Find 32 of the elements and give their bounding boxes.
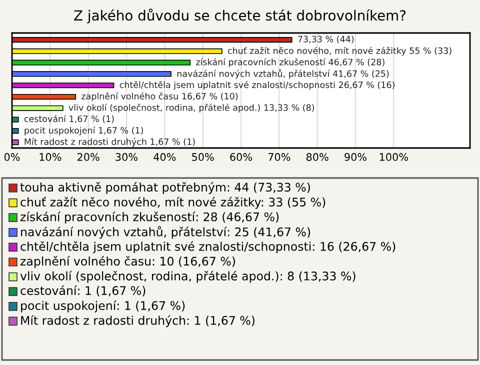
- data-label: 73,33 % (44): [298, 36, 354, 44]
- data-label: získání pracovních zkušeností 46,67 % (28): [196, 58, 384, 68]
- x-tick-label: 40%: [154, 153, 176, 161]
- data-label: navázání nových vztahů, přátelství 41,67 % (25): [177, 69, 389, 79]
- text: chtěl/chtěla jsem uplatnit své znalosti/schopnosti: 16 (26,67 %): [20, 241, 396, 254]
- text: touha aktivně pomáhat potřebným: 44 (73,33 %): [20, 182, 310, 194]
- x-tick-label: 80%: [306, 153, 328, 161]
- text: cestování: 1 (1,67 %): [20, 285, 146, 296]
- data-label: Mít radost z radosti druhých 1,67 % (1): [24, 138, 195, 147]
- data-label: zaplnění volného času 16,67 % (10): [82, 92, 238, 102]
- chart-title: Z jakého důvodu se chcete stát dobrovolníkem?: [74, 8, 406, 24]
- text: chuť zažít něco nového, mít nové zážitky: 33 (55 %): [20, 196, 326, 209]
- x-tick-label: 0%: [4, 153, 20, 161]
- x-tick-label: 50%: [192, 153, 214, 161]
- x-tick-label: 90%: [344, 153, 366, 161]
- data-label: cestování 1,67 % (1): [24, 114, 114, 124]
- text: navázání nových vztahů, přátelství: 25 (41,67 %): [21, 226, 310, 239]
- data-label: chuť zažít něco nového, mít nové zážitky 55 % (33): [228, 46, 452, 56]
- text: zaplnění volného času: 10 (16,67 %): [20, 256, 235, 268]
- text: vliv okolí (společnost, rodina, přátelé apod.): 8 (13,33 %): [20, 270, 356, 283]
- data-label: chtěl/chtěla jsem uplatnit své znalosti/schopnosti 26,67 % (16): [120, 80, 394, 90]
- x-tick-label: 60%: [230, 153, 252, 161]
- data-label: vliv okolí (společnost, rodina, přátelé apod.) 13,33 % (8): [68, 104, 314, 113]
- data-label: pocit uspokojení 1,67 % (1): [24, 126, 143, 136]
- x-tick-label: 30%: [116, 153, 138, 161]
- x-tick-label: 10%: [40, 153, 62, 161]
- x-tick-label: 100%: [380, 153, 408, 161]
- x-tick-label: 20%: [78, 153, 100, 161]
- x-tick-label: 70%: [268, 153, 290, 161]
- text: Mít radost z radosti druhých: 1 (1,67 %): [21, 315, 254, 328]
- text: získání pracovních zkušeností: 28 (46,67 %): [20, 212, 279, 224]
- text: pocit uspokojení: 1 (1,67 %): [21, 300, 185, 312]
